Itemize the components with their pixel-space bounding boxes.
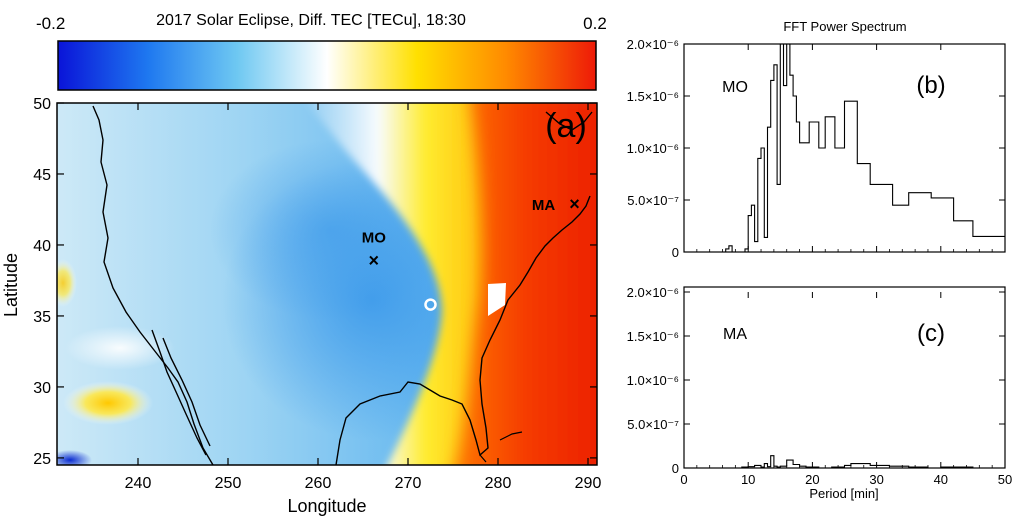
y-tick-label: 0 [672,461,679,476]
panel-b-ticks: 0 5.0×10⁻⁷ 1.0×10⁻⁶ 1.5×10⁻⁶ 2.0×10⁻⁶ [627,37,1006,260]
red-region [456,103,597,465]
map-panel: (a) Longitude Latitude 240 250 260 270 280 29… [1,96,601,516]
station-label: MA [532,197,555,214]
station-x-marker: × [369,251,380,271]
y-tick-label: 35 [33,309,51,326]
colorbar-min-label: -0.2 [36,14,65,33]
x-tick-label: 20 [805,472,819,487]
x-tick-label: 250 [215,475,242,492]
x-tick-label: 260 [305,475,332,492]
y-tick-label: 45 [33,167,51,184]
station-x-marker: × [569,194,580,214]
spectrum-panel-c: (c) MA Period [min] 0 5.0×10⁻⁷ 1.0×10⁻⁶ 1.5… [627,285,1013,501]
x-tick-label: 40 [934,472,948,487]
panel-c-ticks: 0 5.0×10⁻⁷ 1.0×10⁻⁶ 1.5×10⁻⁶ 2.0×10⁻⁶ 0 10 20 30… [627,285,1013,487]
y-tick-label: 2.0×10⁻⁶ [627,285,679,300]
x-tick-label: 280 [485,475,512,492]
map-panel-label: (a) [545,107,587,145]
y-tick-label: 40 [33,238,51,255]
spectrum-title: FFT Power Spectrum [783,19,906,34]
x-tick-label: 10 [741,472,755,487]
x-tick-label: 50 [998,472,1012,487]
colorbar-title: 2017 Solar Eclipse, Diff. TEC [TECu], 18… [156,12,466,29]
x-axis-label: Longitude [287,496,366,516]
y-tick-label: 5.0×10⁻⁷ [627,193,679,208]
panel-c-series-label: MA [723,326,747,343]
circle-marker [424,298,437,311]
map-markers: × MO × MA [362,194,580,311]
mo-spectrum-line [722,43,1005,253]
y-tick-label: 25 [33,451,51,468]
map-frame [56,102,598,466]
y-tick-label: 0 [672,245,679,260]
coastline [92,105,214,465]
x-tick-label: 30 [869,472,883,487]
y-tick-label: 5.0×10⁻⁷ [627,417,679,432]
x-tick-label: 290 [575,475,602,492]
colorbar: 2017 Solar Eclipse, Diff. TEC [TECu], 18… [36,12,607,91]
y-tick-label: 1.5×10⁻⁶ [627,329,679,344]
tec-heatmap [57,103,597,465]
y-tick-label: 1.0×10⁻⁶ [627,373,679,388]
ma-spectrum-line [722,455,1005,469]
x-tick-label: 0 [680,472,687,487]
panel-b-series-label: MO [722,79,748,96]
panel-c-label: (c) [917,320,945,347]
x-tick-label: 270 [395,475,422,492]
panel-c-frame [683,286,1006,469]
x-tick-label: 240 [125,475,152,492]
y-tick-label: 2.0×10⁻⁶ [627,37,679,52]
map-axis-ticks: 240 250 260 270 280 290 25 30 35 40 45 50 [33,96,601,492]
white-patch [65,326,175,370]
spectrum-panel-b: FFT Power Spectrum (b) MO 0 5.0×10⁻⁷ 1.0×1… [627,19,1006,260]
y-tick-label: 50 [33,96,51,113]
colorbar-gradient [57,40,597,91]
y-tick-label: 1.0×10⁻⁶ [627,141,679,156]
yellow-blob [63,381,153,425]
panel-b-label: (b) [916,72,945,99]
y-tick-label: 1.5×10⁻⁶ [627,89,679,104]
white-mask-patch [488,283,506,316]
colorbar-max-label: 0.2 [583,14,607,33]
y-tick-label: 30 [33,380,51,397]
y-axis-label: Latitude [1,253,21,317]
panel-c-x-axis-label: Period [min] [809,486,878,501]
station-label: MO [362,230,386,247]
